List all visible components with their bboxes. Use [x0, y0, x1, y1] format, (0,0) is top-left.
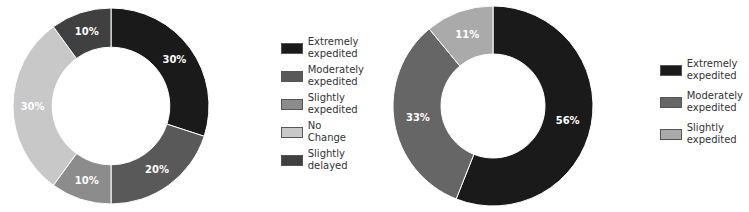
svg-text:33%: 33%: [406, 112, 430, 123]
html-text:Extremely expedited: Extremely expedited: [307, 36, 359, 59]
html-text:Slightly expedited: Slightly expedited: [307, 92, 358, 115]
svg-text:10%: 10%: [75, 175, 99, 186]
svg-text:30%: 30%: [21, 101, 45, 112]
html-text:No Change: No Change: [307, 120, 346, 143]
html-text:Moderately expedited: Moderately expedited: [686, 90, 743, 113]
svg-text:20%: 20%: [145, 164, 169, 175]
html-text:Moderately expedited: Moderately expedited: [307, 64, 364, 87]
svg-text:30%: 30%: [162, 54, 186, 65]
svg-text:10%: 10%: [75, 26, 99, 37]
html-text:Slightly delayed: Slightly delayed: [307, 148, 348, 171]
svg-text:11%: 11%: [455, 29, 479, 40]
html-text:Slightly expedited: Slightly expedited: [686, 122, 737, 145]
html-text:Extremely expedited: Extremely expedited: [686, 58, 738, 81]
svg-text:56%: 56%: [556, 115, 580, 126]
